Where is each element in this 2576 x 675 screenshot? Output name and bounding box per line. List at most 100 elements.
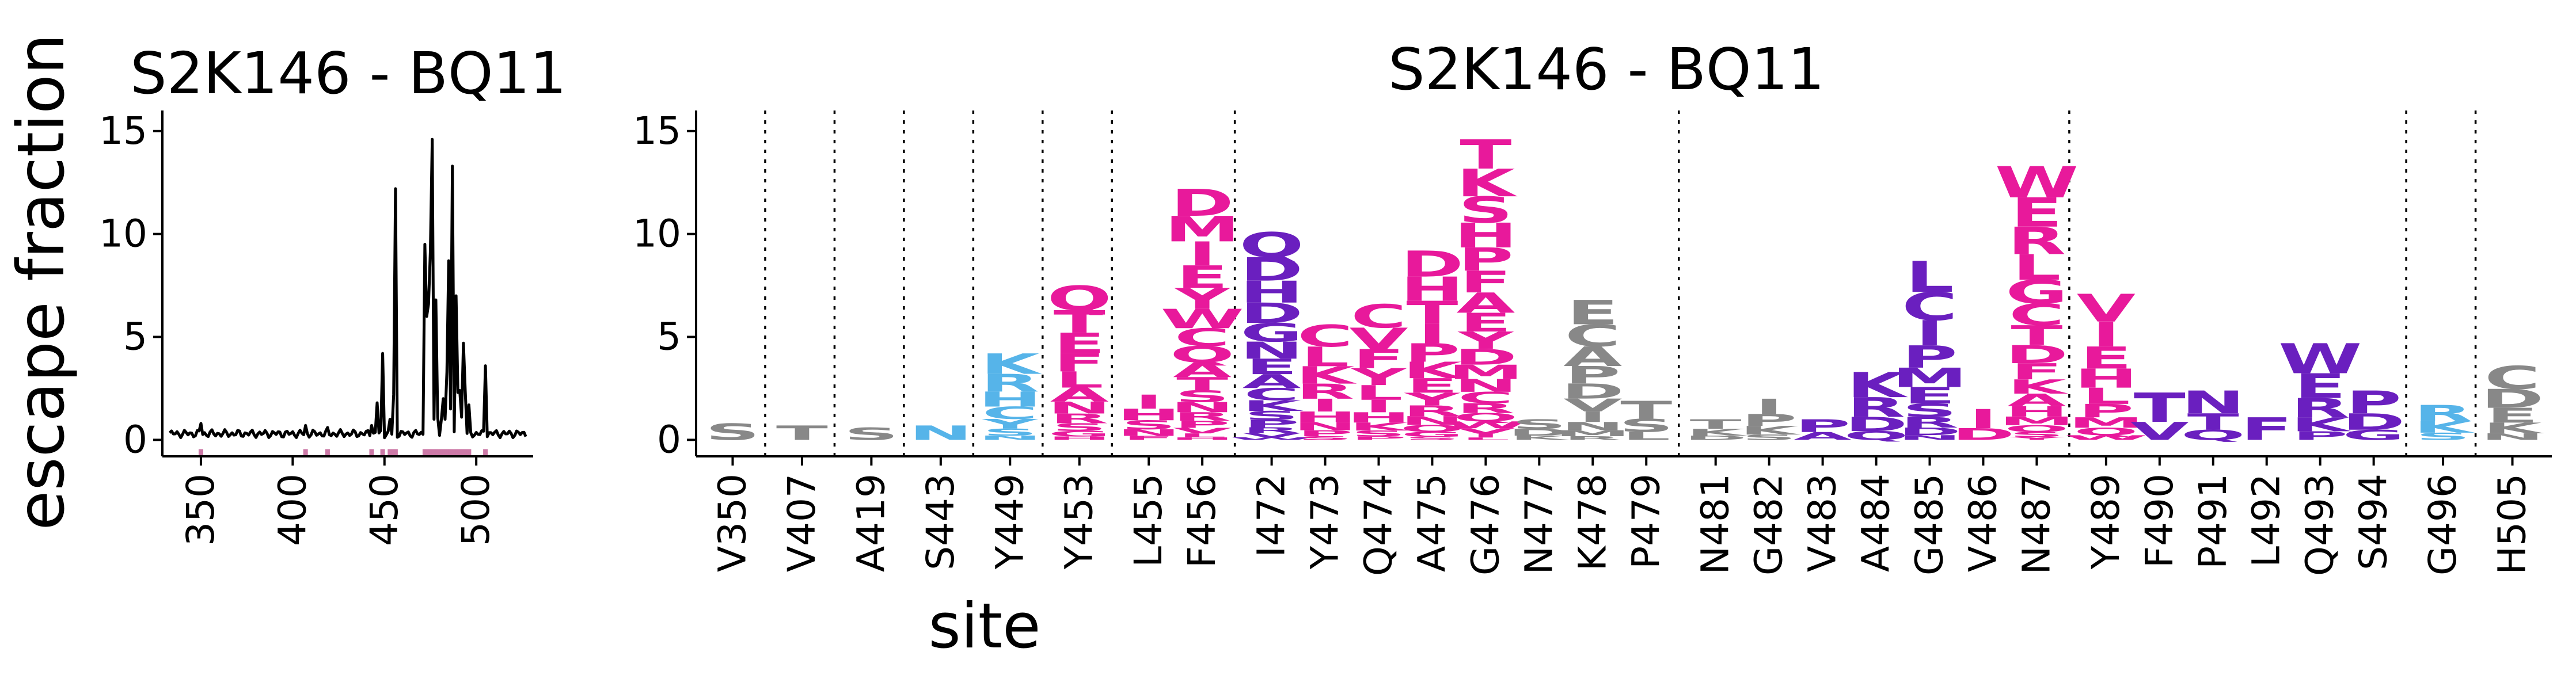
logo-letter: A xyxy=(1794,430,1852,443)
logo-letter: E xyxy=(2080,341,2132,376)
logo-letter: K xyxy=(2483,420,2544,437)
logo-letter: E xyxy=(2486,403,2538,427)
line-x-tick-label: 500 xyxy=(454,474,498,546)
logo-letter: A xyxy=(1563,341,1623,373)
logo-letter: N xyxy=(1454,375,1517,396)
logo-letter: L xyxy=(2082,383,2130,409)
y-axis-label: escape fraction xyxy=(4,33,79,530)
logo-letter: G xyxy=(1401,430,1463,438)
logo-letter: I xyxy=(1188,235,1217,273)
logo-letter: K xyxy=(1295,361,1357,389)
logo-y-tick-label: 10 xyxy=(633,212,681,256)
logo-letter: K xyxy=(2291,414,2353,436)
logo-letter: L xyxy=(2012,247,2061,288)
logo-letter: W xyxy=(1444,420,1528,430)
logo-letter: K xyxy=(1740,424,1801,437)
line-y-tick-label: 10 xyxy=(99,212,147,256)
highlighted-site-mark xyxy=(393,449,398,455)
logo-letter: E xyxy=(2011,189,2062,236)
logo-letter: N xyxy=(978,434,1042,441)
logo-letter: T xyxy=(2187,409,2239,436)
logo-letter: K xyxy=(1686,427,1748,438)
site-label: A475 xyxy=(1409,474,1454,572)
logo-letter: T xyxy=(1620,396,1672,425)
line-y-tick-label: 15 xyxy=(99,109,147,153)
logo-letter: D xyxy=(1454,345,1517,370)
site-label: G496 xyxy=(2421,474,2465,575)
highlighted-site-mark xyxy=(466,449,472,455)
logo-letter: K xyxy=(1846,365,1908,406)
logo-letter: D xyxy=(1898,426,1961,438)
logo-letter: P xyxy=(1404,338,1460,368)
logo-letter: E xyxy=(1460,308,1511,338)
site-label: V407 xyxy=(780,474,824,572)
logo-letter: D xyxy=(1508,427,1571,438)
logo-letter: K xyxy=(2414,418,2475,437)
site-label: L492 xyxy=(2244,474,2289,567)
logo-letter: R xyxy=(1296,379,1355,403)
x-axis-label: site xyxy=(928,590,1040,662)
logo-letter: I xyxy=(2092,315,2120,355)
logo-letter: W xyxy=(1160,304,1244,335)
logo-y-tick-label: 15 xyxy=(633,109,681,153)
logo-letter: G xyxy=(1240,318,1302,348)
logo-letter: P xyxy=(2079,401,2134,422)
logo-letter: F xyxy=(1352,344,1404,375)
line-x-tick-label: 350 xyxy=(178,474,223,546)
line-x-tick-label: 400 xyxy=(270,474,314,546)
logo-letter: H xyxy=(2075,364,2138,394)
highlighted-sites-strip xyxy=(198,449,488,455)
logo-letter: T xyxy=(1176,373,1228,395)
logo-letter: H xyxy=(1454,216,1517,256)
logo-letter: V xyxy=(1349,322,1408,356)
logo-letter: Q xyxy=(2004,424,2069,434)
logo-letter: R xyxy=(981,369,1040,398)
site-label: Y453 xyxy=(1057,474,1101,570)
site-label: S494 xyxy=(2351,474,2396,570)
logo-letter: T xyxy=(2134,384,2186,431)
highlighted-site-mark xyxy=(483,449,488,455)
logo-letter: R xyxy=(1847,392,1906,424)
logo-letter: V xyxy=(1563,395,1622,415)
logo-letter: Y xyxy=(1174,282,1231,315)
logo-letter: H xyxy=(1048,436,1111,441)
highlighted-site-mark xyxy=(369,449,374,455)
logo-letter: C xyxy=(2484,360,2540,396)
logo-letter: N xyxy=(1117,428,1180,438)
logo-letter: W xyxy=(2278,335,2362,383)
logo-letter: S xyxy=(983,427,1038,438)
logo-letter: Q xyxy=(1844,429,1908,443)
logo-letter: Q xyxy=(1047,279,1112,318)
logo-letter: I xyxy=(1472,433,1500,439)
line-x-tick-label: 450 xyxy=(362,474,406,546)
logo-letter: K xyxy=(1510,434,1571,441)
logo-letters: S T S NKRHCYSNQTEFLANRSGHIHSNFDMIEYWCQATSNR… xyxy=(705,131,2544,447)
site-label: F490 xyxy=(2137,474,2182,568)
logo-letter: N xyxy=(1240,337,1303,365)
logo-letter: Q xyxy=(1240,226,1304,266)
logo-letter: G xyxy=(2005,273,2068,311)
logo-letter: I xyxy=(1418,318,1446,350)
logo-letter: N xyxy=(2480,432,2544,442)
logo-letter: S xyxy=(1175,387,1230,406)
logo-letter: P xyxy=(1297,429,1353,438)
logo-letter: H xyxy=(1171,437,1234,441)
logo-letter: S xyxy=(1405,436,1460,441)
logo-letter: G xyxy=(1048,429,1111,438)
site-label: V483 xyxy=(1800,474,1845,572)
logo-letter: R xyxy=(1403,403,1462,420)
site-label: F456 xyxy=(1180,474,1224,568)
logo-letter: S xyxy=(1512,417,1567,432)
logo-letter: C xyxy=(1297,319,1353,354)
line-plot-ticks: 0 5 10 15 350 400 450 500 xyxy=(99,109,498,546)
logo-letter: M xyxy=(1448,361,1523,384)
logo-letter: H xyxy=(1240,274,1303,310)
line-plot-axes xyxy=(161,110,533,457)
logo-letter: C xyxy=(1565,318,1621,353)
logo-letter: A xyxy=(1456,287,1515,319)
logo-letter: I xyxy=(1135,391,1163,413)
logo-letter: M xyxy=(1999,414,2075,428)
logo-letter: F xyxy=(1460,265,1511,300)
logo-letter: R xyxy=(1457,401,1515,416)
logo-letter: R xyxy=(1173,410,1232,424)
